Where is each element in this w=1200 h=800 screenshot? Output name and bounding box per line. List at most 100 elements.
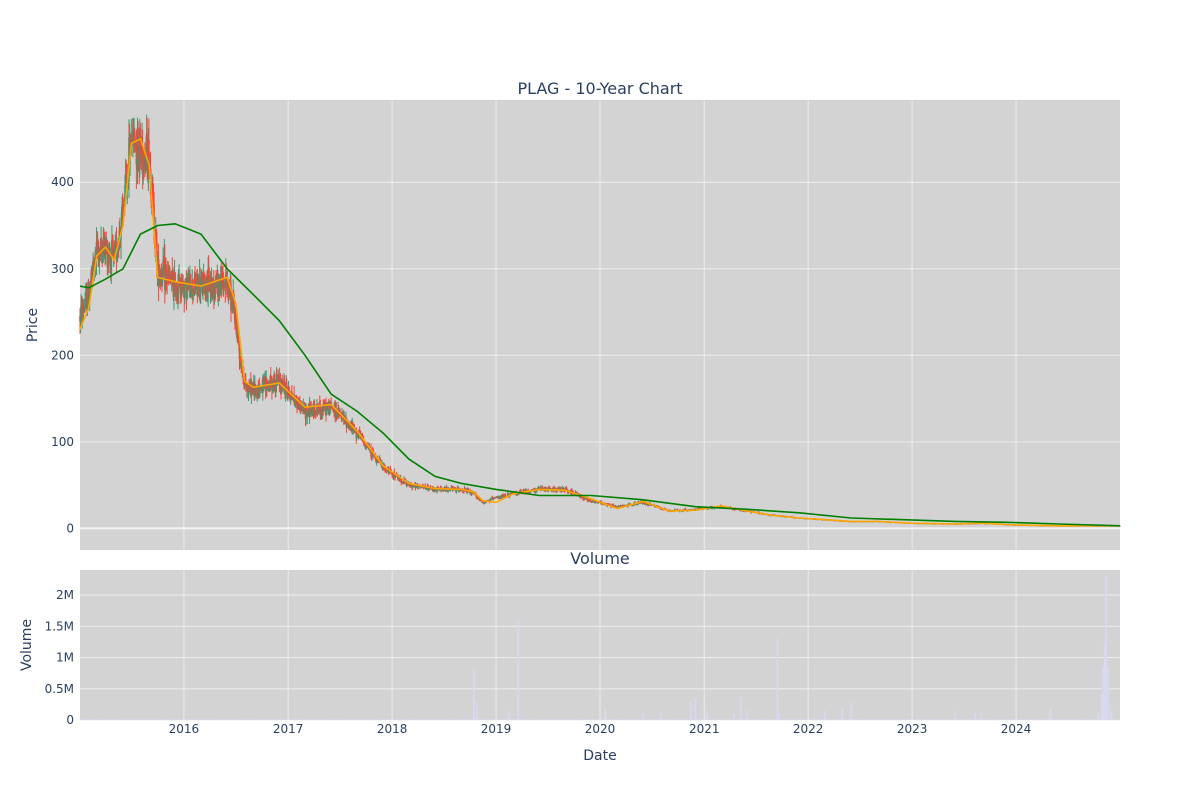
volume-y-tick-label: 0 [66, 713, 74, 727]
x-tick-label: 2023 [897, 722, 928, 736]
volume-bar-small [727, 719, 730, 720]
volume-y-ticks: 0 0.5M 1M 1.5M 2M [45, 588, 74, 727]
volume-bar-small [267, 719, 269, 720]
candle-body [336, 414, 339, 417]
candle-body [628, 503, 631, 505]
volume-bar-small [167, 719, 169, 720]
volume-bar-small [427, 719, 430, 720]
volume-bar-small [290, 719, 292, 720]
candle-body [89, 281, 92, 291]
volume-bar-small [1069, 719, 1071, 720]
candle-body [271, 380, 273, 391]
volume-bar-small [597, 719, 600, 720]
volume-bar-small [574, 719, 577, 720]
volume-bar-small [892, 719, 894, 720]
candle-body [549, 487, 551, 489]
volume-bar-small [925, 719, 927, 720]
volume-bar-small [668, 719, 670, 720]
candle-body [295, 396, 298, 405]
volume-bar-small [862, 719, 865, 720]
volume-bar-small [597, 719, 599, 720]
candle-body [499, 496, 502, 498]
volume-bar-small [457, 719, 460, 720]
candle-body [389, 468, 392, 470]
candle-body [504, 494, 507, 497]
volume-bar-small [322, 719, 324, 720]
candle-body [471, 491, 473, 495]
x-tick-label: 2021 [689, 722, 720, 736]
volume-bar-small [1113, 719, 1115, 720]
volume-bar-small [177, 719, 179, 720]
candle-body [515, 492, 518, 496]
candle-body [214, 280, 217, 293]
volume-bar [1097, 712, 1100, 720]
candle-body [176, 296, 179, 297]
candle-body [164, 270, 167, 290]
volume-bar-small [800, 719, 802, 720]
candle-body [443, 489, 445, 491]
candle-body [366, 447, 369, 449]
candle-body [363, 442, 366, 446]
candle-body [167, 270, 170, 275]
volume-bar [1105, 576, 1108, 720]
volume-bar-small [306, 719, 308, 720]
candle-body [182, 284, 185, 292]
volume-bar-small [840, 719, 842, 720]
volume-bar-small [410, 719, 413, 720]
volume-bar-small [345, 719, 347, 720]
candle-body [173, 276, 175, 298]
volume-bar-small [701, 719, 703, 720]
candle-body [322, 403, 325, 412]
volume-bar-small [1074, 719, 1076, 720]
candle-body [345, 417, 348, 428]
volume-bar-small [127, 719, 129, 720]
volume-bar-small [891, 719, 893, 720]
candle-body [233, 306, 236, 314]
volume-bar-small [1044, 719, 1046, 720]
volume-bar-small [433, 719, 436, 720]
candle-body [635, 504, 637, 505]
volume-bar-small [347, 719, 349, 720]
volume-bar-small [873, 719, 876, 720]
volume-bar-small [119, 719, 121, 720]
volume-bar-small [569, 719, 571, 720]
candle-body [161, 267, 164, 283]
volume-bar-small [753, 719, 755, 720]
candle-body [592, 500, 595, 502]
candle-body [125, 177, 127, 180]
volume-bar-small [861, 719, 864, 720]
volume-bar-small [316, 719, 318, 720]
volume-bar-small [191, 719, 193, 720]
volume-bar-small [498, 719, 501, 720]
candle-body [273, 379, 276, 391]
volume-bar-small [270, 719, 272, 720]
volume-bar-small [351, 719, 354, 720]
volume-bar-small [264, 719, 266, 720]
candle-body [481, 500, 483, 503]
candle-body [165, 270, 167, 272]
candle-body [204, 284, 207, 293]
candle-body [107, 254, 110, 257]
volume-bar-small [212, 719, 214, 720]
candle-body [587, 498, 589, 501]
candle-body [631, 505, 634, 506]
candle-body [176, 292, 178, 297]
candle-body [329, 402, 332, 410]
candle-body [428, 489, 430, 491]
candle-body [426, 487, 428, 490]
candle-body [110, 246, 113, 274]
volume-bar-small [379, 719, 381, 720]
volume-bar-small [466, 719, 468, 720]
candle-body [434, 490, 437, 492]
candle-body [169, 274, 171, 280]
volume-bar-small [1117, 719, 1119, 720]
volume-bar [475, 701, 478, 720]
volume-bar-small [450, 719, 452, 720]
volume-bar-small [147, 719, 149, 720]
candle-body [95, 241, 98, 259]
volume-bar-small [1086, 719, 1088, 720]
volume-bar-small [990, 719, 993, 720]
volume-bar-small [845, 719, 847, 720]
volume-bar-small [169, 719, 172, 720]
